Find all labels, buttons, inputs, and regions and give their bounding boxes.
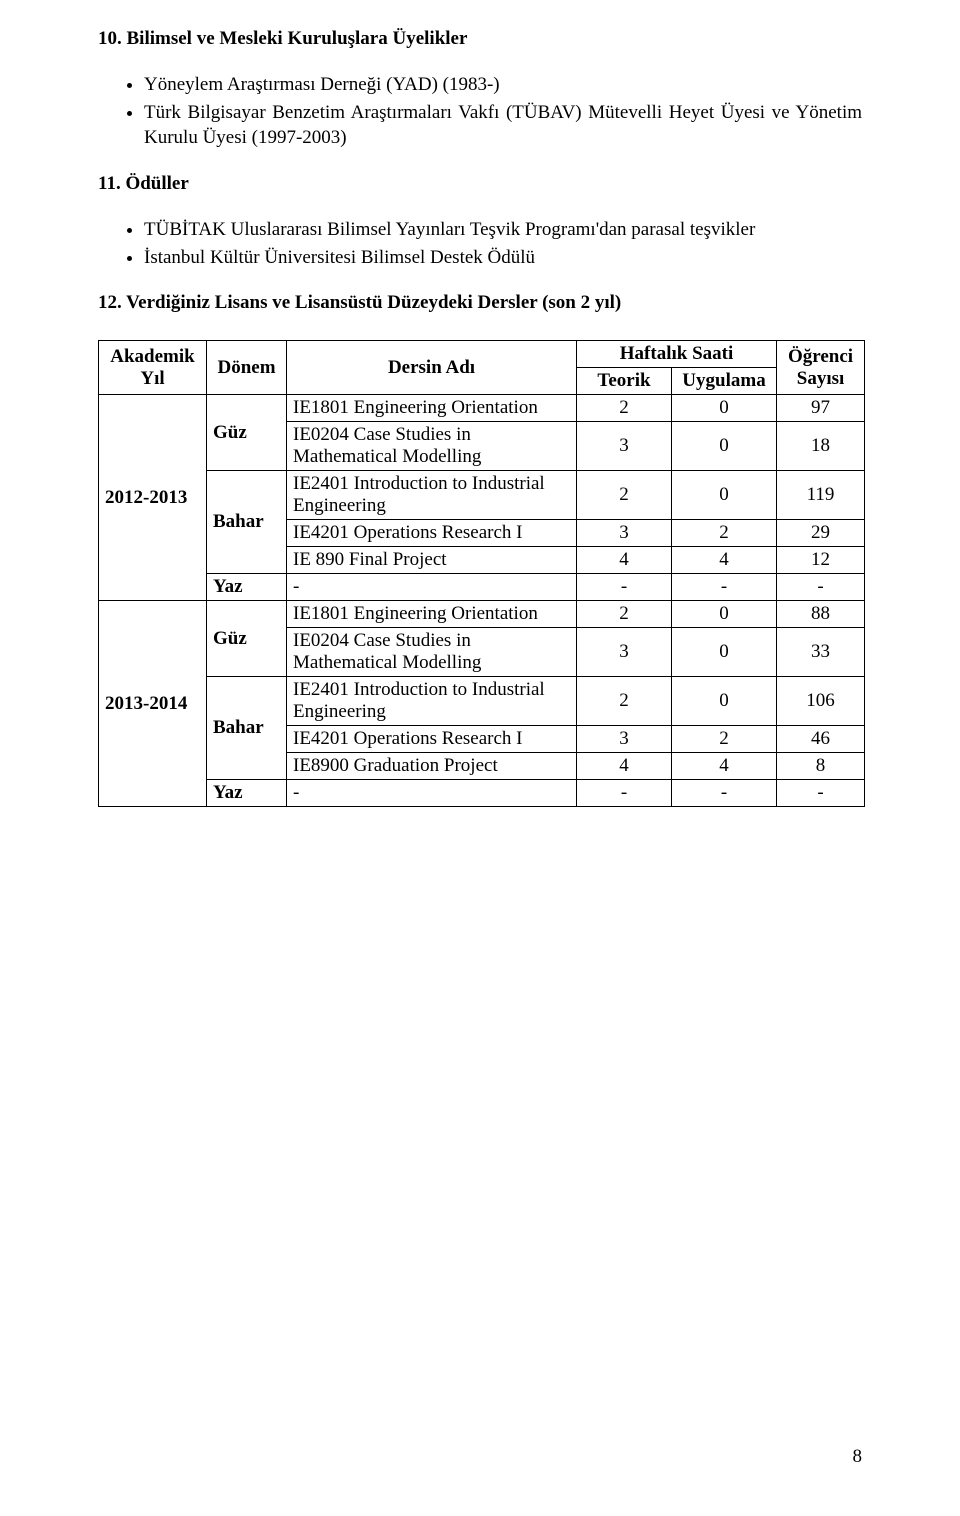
table-header-row: Akademik Yıl Dönem Dersin Adı Haftalık S… <box>99 341 865 368</box>
cell-course: IE0204 Case Studies in Mathematical Mode… <box>287 422 577 471</box>
cell-term: Yaz <box>207 780 287 807</box>
cell-year: 2013-2014 <box>99 601 207 807</box>
th-term: Dönem <box>207 341 287 395</box>
cell-students: 46 <box>777 726 865 753</box>
section11-list: TÜBİTAK Uluslararası Bilimsel Yayınları … <box>98 217 862 270</box>
cell-teorik: 3 <box>577 628 672 677</box>
cell-students: 88 <box>777 601 865 628</box>
cell-course: - <box>287 780 577 807</box>
cell-uygulama: 2 <box>672 520 777 547</box>
section11-heading: 11. Ödüller <box>98 173 862 195</box>
th-year: Akademik Yıl <box>99 341 207 395</box>
th-weekly: Haftalık Saati <box>577 341 777 368</box>
cell-uygulama: 0 <box>672 677 777 726</box>
cell-uygulama: 2 <box>672 726 777 753</box>
cell-teorik: 4 <box>577 753 672 780</box>
cell-teorik: 3 <box>577 422 672 471</box>
cell-course: IE1801 Engineering Orientation <box>287 601 577 628</box>
cell-students: 106 <box>777 677 865 726</box>
cell-students: 97 <box>777 395 865 422</box>
table-row: Yaz - - - - <box>99 780 865 807</box>
page-number: 8 <box>853 1446 863 1468</box>
cell-year: 2012-2013 <box>99 395 207 601</box>
list-item: İstanbul Kültür Üniversitesi Bilimsel De… <box>144 245 862 271</box>
cell-students: 18 <box>777 422 865 471</box>
cell-term: Güz <box>207 395 287 471</box>
cell-teorik: - <box>577 574 672 601</box>
cell-course: IE8900 Graduation Project <box>287 753 577 780</box>
cell-course: IE2401 Introduction to Industrial Engine… <box>287 677 577 726</box>
cell-students: 12 <box>777 547 865 574</box>
cell-uygulama: 0 <box>672 395 777 422</box>
cell-uygulama: 0 <box>672 422 777 471</box>
list-item: TÜBİTAK Uluslararası Bilimsel Yayınları … <box>144 217 862 243</box>
cell-course: IE4201 Operations Research I <box>287 726 577 753</box>
table-row: 2012-2013 Güz IE1801 Engineering Orienta… <box>99 395 865 422</box>
section10-heading: 10. Bilimsel ve Mesleki Kuruluşlara Üyel… <box>98 28 862 50</box>
cell-course: IE 890 Final Project <box>287 547 577 574</box>
cell-course: - <box>287 574 577 601</box>
cell-uygulama: 4 <box>672 547 777 574</box>
cell-uygulama: - <box>672 574 777 601</box>
table-row: 2013-2014 Güz IE1801 Engineering Orienta… <box>99 601 865 628</box>
th-teorik: Teorik <box>577 368 672 395</box>
table-head: Akademik Yıl Dönem Dersin Adı Haftalık S… <box>99 341 865 395</box>
cell-teorik: - <box>577 780 672 807</box>
th-uygulama: Uygulama <box>672 368 777 395</box>
cell-course: IE1801 Engineering Orientation <box>287 395 577 422</box>
cell-students: 8 <box>777 753 865 780</box>
cell-students: 33 <box>777 628 865 677</box>
cell-term: Bahar <box>207 677 287 780</box>
cell-students: 119 <box>777 471 865 520</box>
page: 10. Bilimsel ve Mesleki Kuruluşlara Üyel… <box>0 0 960 1516</box>
section10-list: Yöneylem Araştırması Derneği (YAD) (1983… <box>98 72 862 151</box>
cell-teorik: 2 <box>577 601 672 628</box>
cell-term: Yaz <box>207 574 287 601</box>
table-body: 2012-2013 Güz IE1801 Engineering Orienta… <box>99 395 865 807</box>
cell-uygulama: 0 <box>672 601 777 628</box>
cell-students: 29 <box>777 520 865 547</box>
cell-teorik: 2 <box>577 677 672 726</box>
cell-course: IE2401 Introduction to Industrial Engine… <box>287 471 577 520</box>
cell-term: Bahar <box>207 471 287 574</box>
table-row: Bahar IE2401 Introduction to Industrial … <box>99 677 865 726</box>
section12-heading: 12. Verdiğiniz Lisans ve Lisansüstü Düze… <box>98 292 862 314</box>
cell-teorik: 4 <box>577 547 672 574</box>
cell-course: IE4201 Operations Research I <box>287 520 577 547</box>
cell-teorik: 2 <box>577 471 672 520</box>
cell-teorik: 3 <box>577 726 672 753</box>
table-row: Bahar IE2401 Introduction to Industrial … <box>99 471 865 520</box>
cell-uygulama: 0 <box>672 471 777 520</box>
cell-uygulama: 4 <box>672 753 777 780</box>
cell-teorik: 2 <box>577 395 672 422</box>
cell-term: Güz <box>207 601 287 677</box>
th-course: Dersin Adı <box>287 341 577 395</box>
cell-uygulama: - <box>672 780 777 807</box>
cell-students: - <box>777 780 865 807</box>
cell-uygulama: 0 <box>672 628 777 677</box>
cell-students: - <box>777 574 865 601</box>
th-students: Öğrenci Sayısı <box>777 341 865 395</box>
course-table: Akademik Yıl Dönem Dersin Adı Haftalık S… <box>98 340 865 807</box>
cell-course: IE0204 Case Studies in Mathematical Mode… <box>287 628 577 677</box>
list-item: Yöneylem Araştırması Derneği (YAD) (1983… <box>144 72 862 98</box>
list-item: Türk Bilgisayar Benzetim Araştırmaları V… <box>144 100 862 151</box>
cell-teorik: 3 <box>577 520 672 547</box>
table-row: Yaz - - - - <box>99 574 865 601</box>
